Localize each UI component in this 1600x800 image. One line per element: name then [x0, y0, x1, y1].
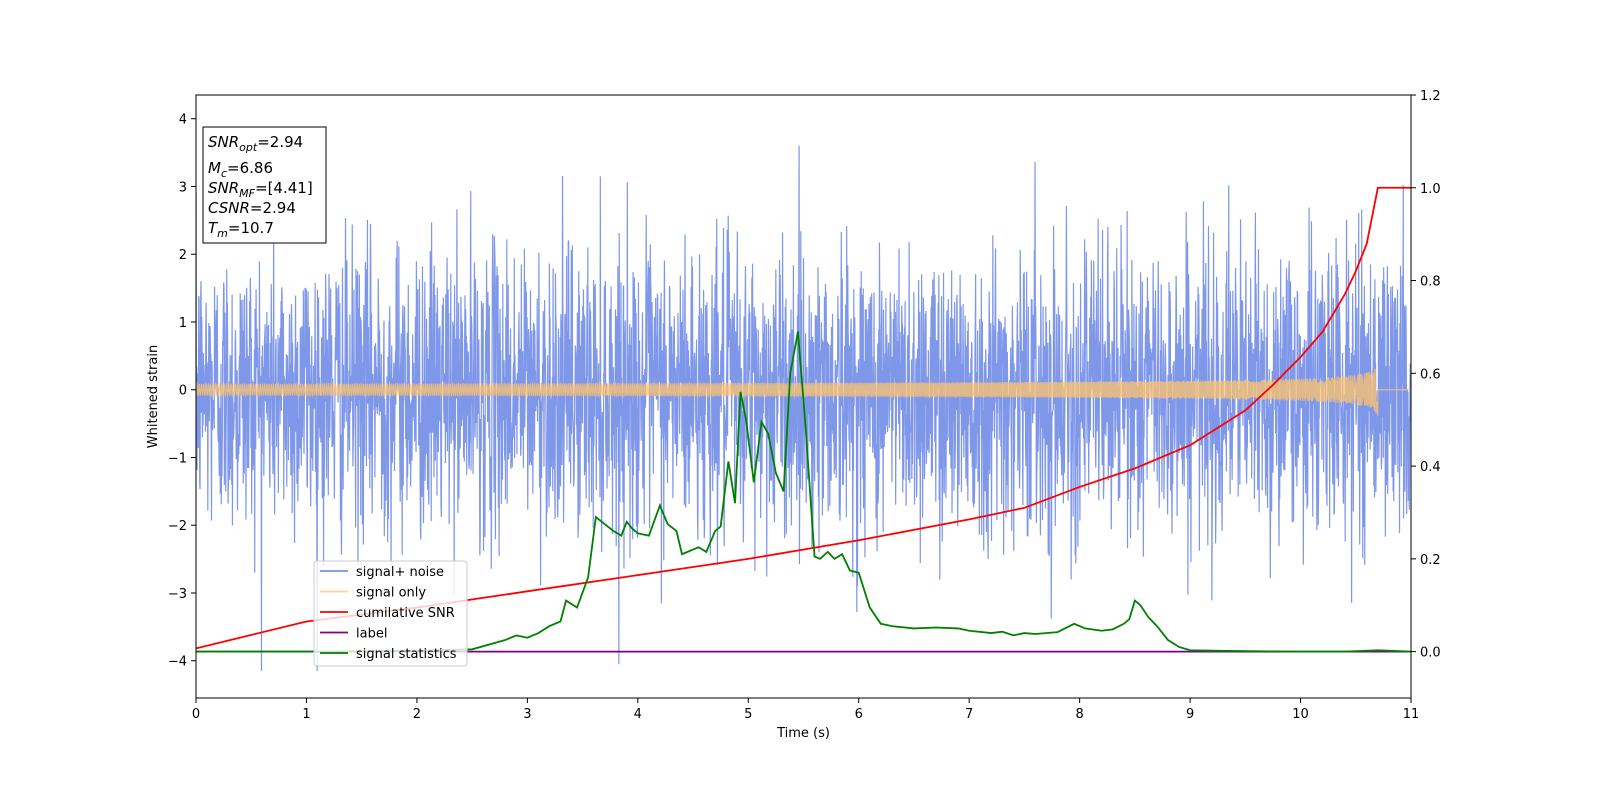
x-tick-label: 4: [634, 707, 642, 722]
y-left-tick-label: −2: [168, 519, 187, 534]
y-left-tick-label: −1: [168, 451, 187, 466]
y-right-tick-label: 1.2: [1420, 89, 1441, 104]
legend: signal+ noise signal only cumilative SNR la…: [313, 560, 468, 667]
x-tick-label: 2: [413, 707, 421, 722]
info-csnr: CSNR=2.94: [208, 199, 296, 217]
y-right-tick-label: 0.6: [1420, 367, 1441, 382]
x-tick-label: 1: [302, 707, 310, 722]
axes-frame: [195, 94, 1412, 699]
x-tick-label: 7: [965, 707, 973, 722]
x-tick-label: 11: [1403, 707, 1420, 722]
legend-cumulative-snr: cumilative SNR: [320, 606, 455, 621]
x-tick-label: 8: [1075, 707, 1083, 722]
info-tm: Tm=10.7: [208, 219, 274, 240]
y-left-tick-label: 1: [179, 316, 187, 331]
legend-frame: [313, 560, 468, 667]
y-right-tick-label: 0.8: [1420, 275, 1441, 290]
y-axis-label: Whitened strain: [146, 345, 161, 448]
y-right-tick-label: 0.0: [1420, 646, 1441, 661]
y-right-tick-label: 0.4: [1420, 460, 1441, 475]
legend-label: label: [320, 627, 387, 642]
x-tick-label: 0: [192, 707, 200, 722]
legend-entry-label: label: [356, 627, 387, 642]
y-left-tick-label: −3: [168, 587, 187, 602]
y-left-tick-label: −4: [168, 655, 187, 670]
y-left-tick-label: 2: [179, 248, 187, 263]
legend-entry-label: signal only: [356, 586, 426, 601]
legend-entry-label: signal+ noise: [356, 565, 444, 580]
legend-signal-plus-noise: signal+ noise: [320, 565, 444, 580]
axis-ticks: 0 1 2 3 4 5 6 7 8 9 10 1143210−1−2−3−41.21.00.80.60…: [168, 89, 1441, 722]
info-box-frame: [202, 126, 327, 244]
y-right-tick-label: 1.0: [1420, 182, 1441, 197]
series-signal-plus-noise: [196, 145, 1411, 671]
y-left-tick-label: 0: [179, 384, 187, 399]
x-tick-label: 3: [523, 707, 531, 722]
y-left-tick-label: 4: [179, 113, 187, 128]
x-tick-label: 9: [1186, 707, 1194, 722]
x-axis-label: Time (s): [776, 726, 830, 741]
y-left-tick-label: 3: [179, 180, 187, 195]
legend-entry-label: signal statistics: [356, 647, 457, 662]
legend-entry-label: cumilative SNR: [356, 606, 455, 621]
x-tick-label: 6: [855, 707, 863, 722]
x-tick-label: 10: [1292, 707, 1309, 722]
legend-signal-statistics: signal statistics: [320, 647, 457, 662]
info-mc: Mc=6.86: [208, 159, 273, 180]
info-snr-mf: SNRMF=[4.41]: [208, 179, 313, 200]
y-right-tick-label: 0.2: [1420, 553, 1441, 568]
series-signal-statistics: [196, 331, 1411, 653]
info-box: SNRopt=2.94 Mc=6.86 SNRMF=[4.41] CSNR=2.…: [202, 126, 327, 244]
legend-signal-only: signal only: [320, 586, 426, 601]
series-cumulative-snr: [196, 186, 1411, 650]
x-tick-label: 5: [744, 707, 752, 722]
info-snr-opt: SNRopt=2.94: [208, 133, 303, 154]
